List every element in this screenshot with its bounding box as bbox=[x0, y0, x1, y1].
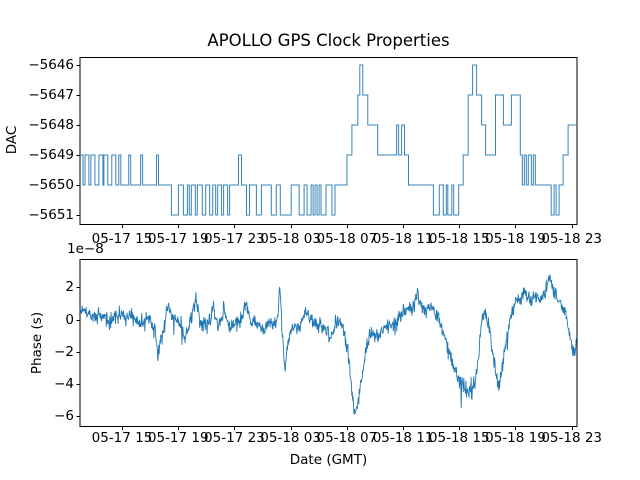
dac-step-line bbox=[80, 64, 577, 216]
x-tick-label: 05-17 23 bbox=[204, 430, 265, 446]
x-tick-label: 05-17 15 bbox=[91, 430, 153, 446]
figure-title: APOLLO GPS Clock Properties bbox=[207, 31, 450, 50]
y-tick-label: −6 bbox=[54, 408, 74, 425]
x-tick-label: 05-18 11 bbox=[372, 231, 434, 247]
x-tick-label: 05-18 23 bbox=[541, 231, 603, 247]
y-tick-label: −5648 bbox=[28, 117, 74, 133]
y-tick-label: 2 bbox=[65, 279, 74, 296]
y-tick-label: −5650 bbox=[28, 177, 74, 193]
x-tick-label: 05-18 11 bbox=[372, 430, 434, 446]
y-tick-label: −2 bbox=[54, 343, 74, 360]
x-tick-label: 05-18 23 bbox=[541, 430, 603, 446]
y-tick-label: −5647 bbox=[28, 87, 74, 103]
top-plot-frame bbox=[79, 57, 578, 225]
x-tick-label: 05-17 19 bbox=[147, 430, 209, 446]
x-tick-label: 05-17 23 bbox=[204, 231, 265, 247]
x-tick-label: 05-18 15 bbox=[428, 231, 490, 247]
bottom-plot-frame bbox=[79, 259, 578, 427]
y-tick-label: 0 bbox=[65, 311, 74, 328]
y-tick-label: −5651 bbox=[28, 207, 74, 223]
y-tick-label: −4 bbox=[54, 376, 74, 393]
x-tick-label: 05-18 19 bbox=[485, 430, 546, 446]
offset-exponent-text: 1e−8 bbox=[67, 241, 104, 257]
y-tick-label: −5649 bbox=[28, 147, 74, 163]
x-tick-label: 05-18 03 bbox=[260, 430, 321, 446]
x-tick-label: 05-17 19 bbox=[147, 231, 209, 247]
x-tick-label: 05-18 07 bbox=[316, 231, 378, 247]
x-tick-label: 05-18 07 bbox=[316, 430, 378, 446]
y-tick-label: −5646 bbox=[28, 57, 74, 73]
date-axis-label: Date (GMT) bbox=[289, 452, 368, 468]
x-tick-label: 05-18 19 bbox=[485, 231, 546, 247]
x-tick-label: 05-17 15 bbox=[91, 231, 153, 247]
x-tick-label: 05-18 03 bbox=[260, 231, 321, 247]
x-tick-label: 05-18 15 bbox=[428, 430, 490, 446]
phase-line bbox=[79, 274, 578, 415]
